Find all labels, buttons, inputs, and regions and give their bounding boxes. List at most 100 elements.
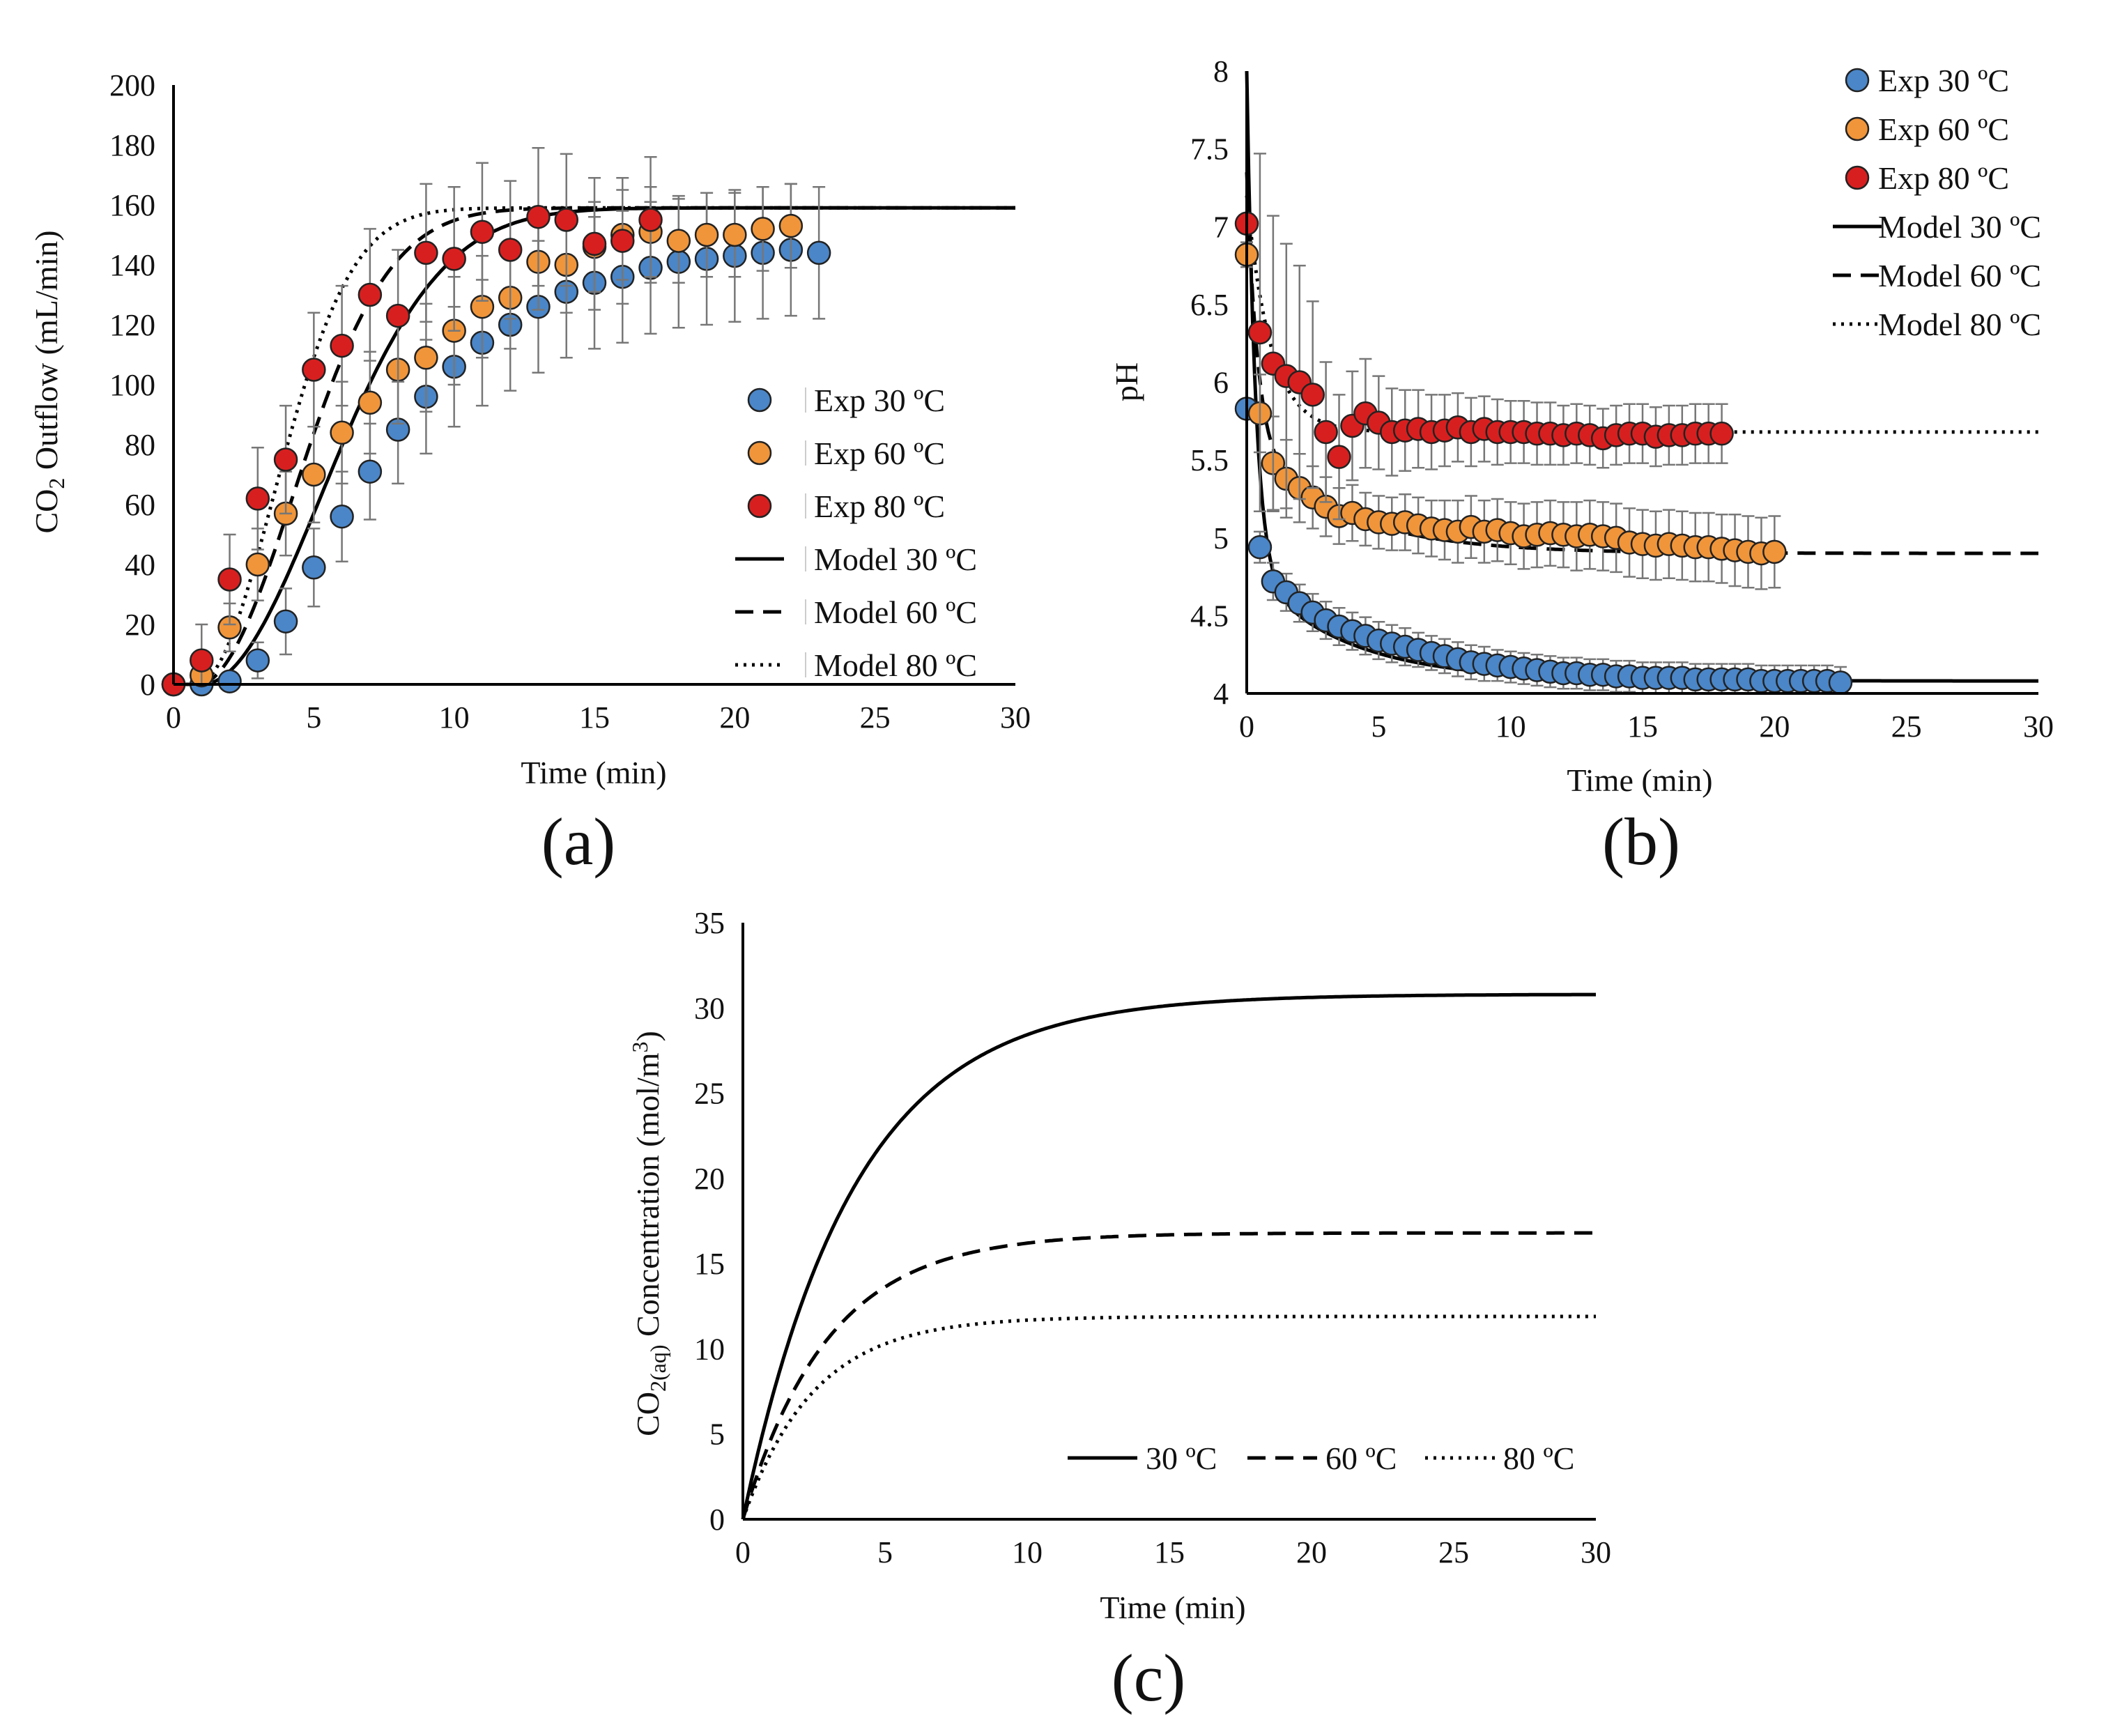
panel-c-legend: 30 ºC 60 ºC 80 ºC (1068, 1441, 1574, 1476)
panel-a-data-point (470, 220, 495, 244)
panel-c-ytick-label: 20 (694, 1162, 725, 1196)
panel-b-label: (b) (1602, 804, 1680, 879)
panel-a-ytick-label: 200 (109, 68, 155, 102)
panel-b-ytick-label: 6.5 (1190, 288, 1229, 322)
panel-a-data-point (245, 552, 270, 577)
panel-a-ytick-label: 80 (125, 428, 155, 462)
panel-a-xlabel: Time (min) (521, 755, 666, 790)
panel-a-legend-item: Exp 80 ºC (747, 489, 945, 524)
panel-a-data-point (358, 459, 383, 484)
panel-b-data-point (1247, 535, 1273, 560)
panel-c-ytick-label: 0 (709, 1503, 725, 1537)
panel-a-data-point (498, 238, 523, 262)
panel-b-legend-item: Exp 30 ºC (1845, 63, 2009, 98)
panel-a-data-point (778, 213, 804, 238)
panel-b-legend-marker (1845, 116, 1870, 141)
panel-c-ylabel-rest: Concentration (mol/m (630, 1052, 666, 1344)
panel-a-legend-marker (747, 387, 772, 413)
panel-a-axes (172, 85, 1015, 686)
panel-b-legend-label: Model 60 ºC (1878, 258, 2041, 293)
panel-b-exp-series (1234, 153, 1734, 521)
panel-a-data-point (245, 648, 270, 673)
panel-a-data-point (217, 669, 242, 693)
panel-a-xtick-label: 15 (579, 700, 610, 735)
panel-a-data-point (190, 648, 214, 673)
panel-b-legend-label: Model 80 ºC (1878, 307, 2041, 342)
panel-a-data-point (414, 346, 438, 370)
panel-b-exp-series (1234, 397, 1853, 695)
panel-a-legend: Exp 30 ºC Exp 60 ºC Exp 80 ºC Model 30 ºC Mo… (735, 383, 977, 683)
panel-b-ytick-label: 4.5 (1190, 599, 1229, 633)
panel-a-ylabel-rest: Outflow (mL/min) (29, 230, 64, 477)
panel-c-series (741, 992, 1596, 1520)
panel-b-legend-item: Model 80 ºC (1833, 307, 2041, 342)
panel-c-legend-item: 80 ºC (1425, 1441, 1574, 1476)
panel-a-data-point (330, 504, 354, 529)
panel-c-label: (c) (1112, 1641, 1186, 1715)
panel-a-legend-item: Exp 30 ºC (747, 383, 945, 418)
panel-b-xtick-label: 5 (1371, 709, 1386, 744)
panel-c-xlabel: Time (min) (1100, 1590, 1245, 1625)
panel-a-data-point (666, 229, 691, 253)
panel-a-data-point (414, 240, 438, 266)
panel-b-data-point (1828, 670, 1853, 695)
panel-b-legend-label: Exp 80 ºC (1878, 160, 2009, 196)
panel-b-legend-item: Exp 60 ºC (1845, 112, 2009, 147)
panel-a-ytick-label: 60 (125, 488, 155, 522)
panel-b-xlabel: Time (min) (1567, 762, 1712, 798)
panel-c-legend-label: 30 ºC (1146, 1441, 1217, 1476)
panel-c-axes (741, 923, 1596, 1521)
panel-c-model-curve (741, 1231, 1596, 1520)
panel-b-data-point (1709, 421, 1734, 446)
panel-c-ylabel-sup: 3 (627, 1041, 652, 1052)
panel-a-chart: 0 5 10 15 20 25 30020406080100120140160180200 … (29, 68, 1031, 879)
panel-c-model-curve (741, 992, 1596, 1520)
panel-a-exp-series (161, 147, 663, 697)
panel-b-ytick-label: 7.5 (1190, 132, 1229, 167)
panel-a-data-point (723, 222, 747, 247)
panel-b-legend-label: Exp 60 ºC (1878, 112, 2009, 147)
panel-a-ytick-label: 180 (109, 128, 155, 162)
panel-b-legend: Exp 30 ºC Exp 60 ºC Exp 80 ºC Model 30 ºC Mo… (1833, 63, 2041, 342)
panel-b-legend-item: Model 30 ºC (1833, 209, 2041, 245)
panel-b-ytick-label: 8 (1213, 54, 1229, 89)
panel-a-data-point (526, 204, 551, 229)
panel-b-legend-label: Model 30 ºC (1878, 209, 2041, 245)
panel-b-xtick-label: 30 (2023, 709, 2054, 744)
panel-a-legend-label: Exp 80 ºC (814, 489, 945, 524)
panel-c-legend-label: 60 ºC (1325, 1441, 1397, 1476)
panel-b-xtick-label: 15 (1627, 709, 1658, 744)
panel-c-xtick-label: 25 (1438, 1535, 1469, 1569)
panel-a-data-point (245, 486, 270, 511)
panel-a-xtick-label: 0 (166, 700, 181, 735)
panel-b-xtick-label: 25 (1891, 709, 1922, 744)
panel-b-axes (1245, 71, 2038, 695)
panel-c-xtick-label: 0 (735, 1535, 751, 1569)
panel-b-legend-label: Exp 30 ºC (1878, 63, 2009, 98)
panel-a-xtick-label: 30 (1000, 700, 1031, 735)
panel-a-legend-label: Exp 60 ºC (814, 436, 945, 471)
panel-a-ytick-label: 0 (140, 668, 155, 702)
panel-a-ytick-label: 40 (125, 548, 155, 582)
panel-b-tick-labels: 0 5 10 15 20 25 30 4 4.5 5 5.5 6 6.5 7 7.5 8 (1190, 54, 2054, 744)
panel-a-data-point (638, 208, 663, 232)
panel-a-legend-label: Exp 30 ºC (814, 383, 945, 418)
panel-b-legend-item: Exp 80 ºC (1845, 160, 2009, 196)
panel-b-ytick-label: 7 (1213, 210, 1229, 244)
panel-a-legend-item: Model 60 ºC (735, 594, 977, 630)
panel-a-data-point (554, 208, 578, 232)
panel-a-legend-label: Model 60 ºC (814, 594, 977, 630)
panel-b-data-point (1300, 383, 1325, 407)
panel-c-chart: 0 5 10 15 20 25 30 0 5 10 15 20 25 30 35 Time (min) CO… (627, 906, 1611, 1715)
panel-a-ytick-label: 140 (109, 248, 155, 282)
panel-a-xtick-label: 25 (860, 700, 891, 735)
panel-a-ytick-label: 160 (109, 188, 155, 222)
panel-b-exp-series (1234, 241, 1787, 590)
panel-c-xtick-label: 30 (1581, 1535, 1611, 1569)
panel-b-ytick-label: 6 (1213, 366, 1229, 400)
panel-a-data-point (582, 231, 607, 256)
panel-a-xtick-label: 5 (306, 700, 321, 735)
panel-c-legend-item: 60 ºC (1247, 1441, 1397, 1476)
panel-a-legend-label: Model 80 ºC (814, 647, 977, 683)
